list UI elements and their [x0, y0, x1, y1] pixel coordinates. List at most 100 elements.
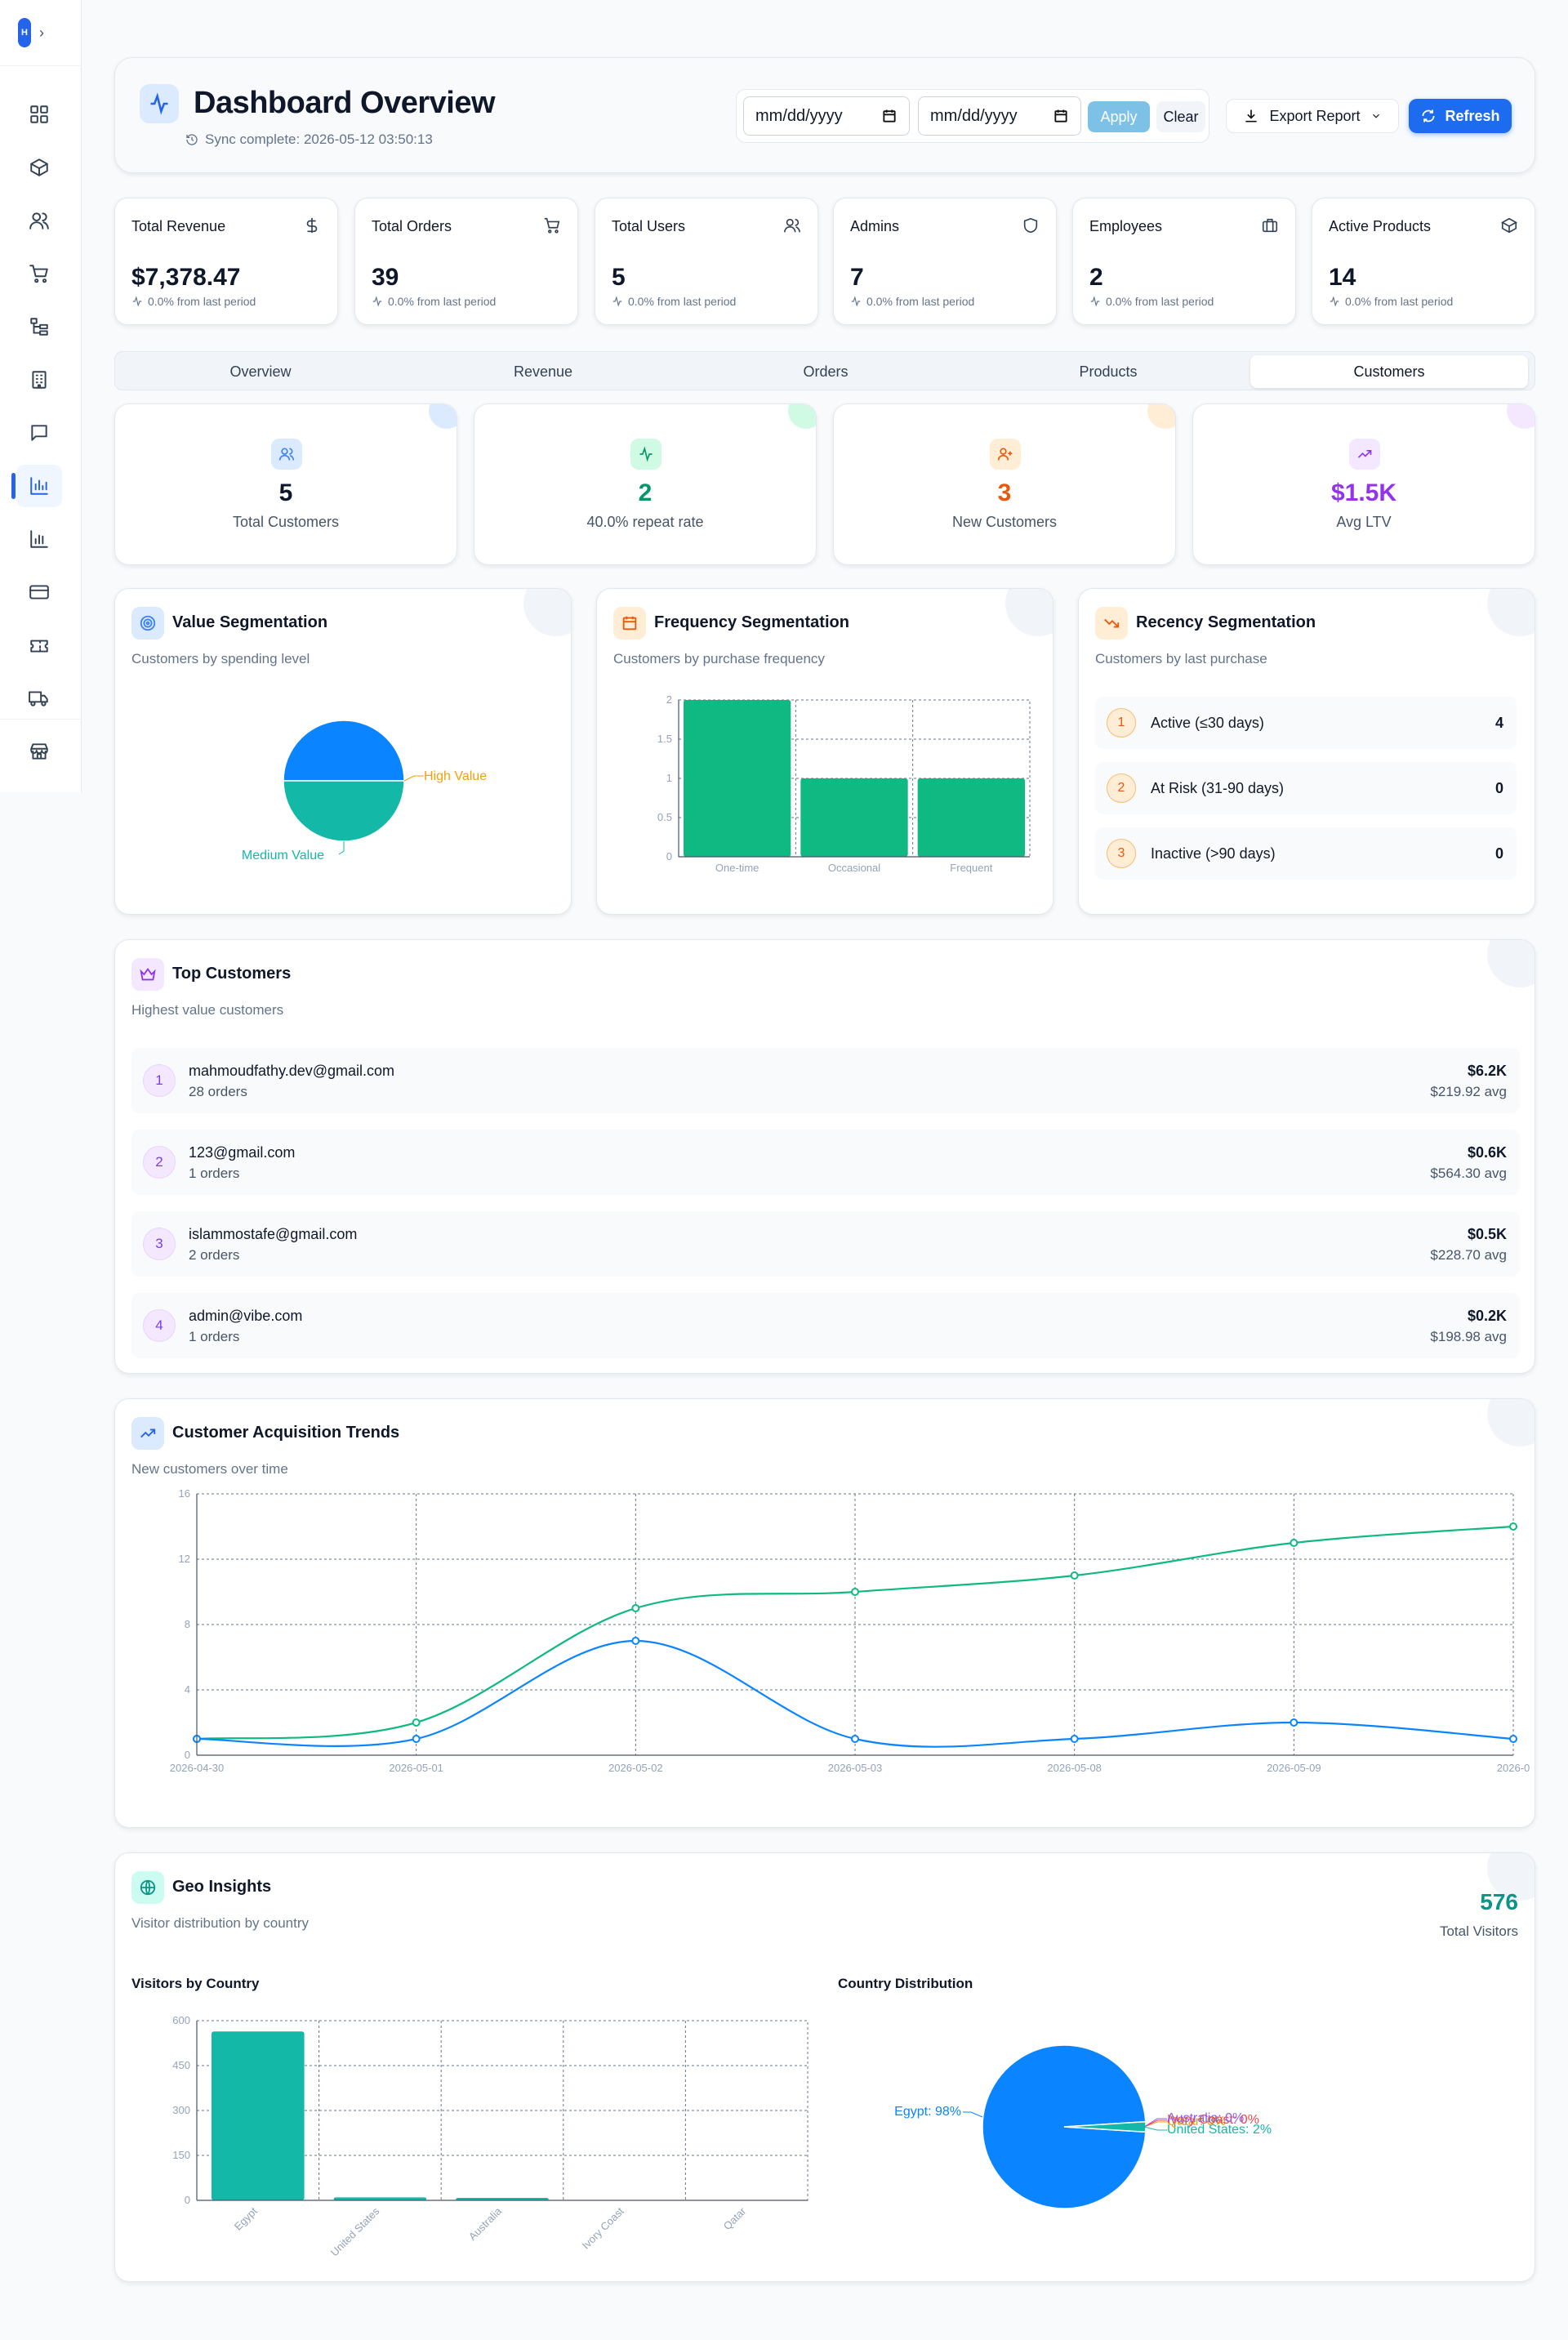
decorative-circle — [1147, 404, 1175, 429]
customer-avg: $228.70 avg — [1430, 1247, 1507, 1263]
activity-icon — [612, 296, 622, 307]
data-point — [1290, 1718, 1298, 1727]
tab-revenue[interactable]: Revenue — [513, 363, 573, 380]
rank-badge: 4 — [143, 1309, 176, 1342]
customer-row[interactable]: 2 123@gmail.com 1 orders $0.6K $564.30 a… — [131, 1130, 1520, 1195]
decorative-circle — [1487, 940, 1535, 987]
customer-row[interactable]: 1 mahmoudfathy.dev@gmail.com 28 orders $… — [131, 1048, 1520, 1113]
section-subtitle: Customers by last purchase — [1095, 651, 1267, 666]
trending-up-icon — [1349, 439, 1380, 470]
apply-button[interactable]: Apply — [1088, 101, 1150, 132]
pie-label: United States: 2% — [1167, 2123, 1272, 2137]
trending-up-icon — [131, 1417, 164, 1450]
ticket-icon[interactable] — [16, 624, 62, 666]
stat-label: Total Revenue — [131, 218, 226, 234]
decorative-circle — [1487, 589, 1535, 636]
cart-icon[interactable] — [16, 252, 62, 295]
hierarchy-icon[interactable] — [16, 305, 62, 348]
x-tick-label: 2026-0 — [1497, 1762, 1530, 1774]
calendar-icon[interactable] — [1053, 108, 1069, 124]
tab-products[interactable]: Products — [1079, 363, 1138, 380]
section-title: Geo Insights — [172, 1878, 272, 1896]
date-from-input[interactable]: mm/dd/yyyy — [743, 96, 910, 136]
y-tick-label: 0 — [185, 1749, 190, 1761]
box-icon[interactable] — [16, 146, 62, 189]
export-report-button[interactable]: Export Report — [1226, 99, 1399, 133]
date-to-input[interactable]: mm/dd/yyyy — [918, 96, 1081, 136]
section-title: Customer Acquisition Trends — [172, 1424, 400, 1442]
stat-change-text: 0.0% from last period — [628, 295, 737, 308]
stat-change: 0.0% from last period — [1089, 295, 1214, 308]
customer-acquisition-card: Customer Acquisition Trends New customer… — [114, 1398, 1535, 1828]
section-subtitle: Customers by purchase frequency — [613, 651, 825, 666]
bar — [800, 778, 908, 857]
shield-icon — [1022, 216, 1040, 234]
refresh-label: Refresh — [1445, 107, 1500, 124]
logo[interactable]: H — [18, 18, 31, 47]
divider — [0, 719, 82, 720]
data-point — [1070, 1571, 1079, 1580]
recency-row: 3 Inactive (>90 days) 0 — [1095, 827, 1517, 880]
pie-label: High Value — [424, 769, 487, 783]
store-icon[interactable] — [16, 730, 62, 773]
kpi-label: New Customers — [951, 514, 1058, 530]
refresh-button[interactable]: Refresh — [1409, 99, 1512, 133]
data-point — [412, 1735, 421, 1743]
customer-email: islammostafe@gmail.com — [189, 1226, 358, 1242]
rank-badge: 3 — [1107, 839, 1136, 868]
section-subtitle: Visitor distribution by country — [131, 1915, 310, 1931]
section-title: Frequency Segmentation — [654, 613, 849, 631]
y-tick-label: 450 — [172, 2059, 190, 2071]
customer-total: $0.6K — [1467, 1144, 1507, 1161]
calendar-icon[interactable] — [881, 108, 898, 124]
data-point — [1509, 1735, 1517, 1743]
kpi-value: $1.5K — [1330, 479, 1397, 506]
customer-email: 123@gmail.com — [189, 1144, 296, 1161]
y-tick-label: 0 — [666, 850, 672, 862]
visitors-by-country-title: Visitors by Country — [131, 1976, 260, 1991]
dashboard-icon[interactable] — [16, 93, 62, 136]
credit-card-icon[interactable] — [16, 571, 62, 613]
country-distribution-chart: Egypt: 98% United States: 2%Qatar: 0%Ivor… — [894, 2044, 1272, 2209]
pie-slice — [982, 2044, 1147, 2209]
truck-icon[interactable] — [16, 677, 62, 720]
customer-orders: 1 orders — [189, 1329, 240, 1344]
stat-change-text: 0.0% from last period — [148, 295, 256, 308]
stat-card-employees: Employees 2 0.0% from last period — [1072, 198, 1296, 325]
data-point — [1070, 1735, 1079, 1743]
chevron-down-icon — [1372, 114, 1379, 118]
stat-card-orders: Total Orders 39 0.0% from last period — [354, 198, 578, 325]
customer-orders: 28 orders — [189, 1084, 247, 1099]
clear-button[interactable]: Clear — [1156, 101, 1205, 132]
chevron-right-icon[interactable]: › — [39, 24, 44, 41]
y-tick-label: 12 — [179, 1553, 190, 1565]
tab-overview[interactable]: Overview — [229, 363, 292, 380]
customer-row[interactable]: 3 islammostafe@gmail.com 2 orders $0.5K … — [131, 1211, 1520, 1277]
users-icon — [271, 439, 302, 470]
bar-chart-icon[interactable] — [16, 518, 62, 560]
date-to-placeholder: mm/dd/yyyy — [930, 106, 1018, 125]
tab-customers[interactable]: Customers — [1250, 355, 1528, 388]
data-point — [631, 1604, 640, 1612]
x-tick-label: Egypt — [232, 2204, 260, 2232]
building-icon[interactable] — [16, 359, 62, 401]
tab-orders[interactable]: Orders — [803, 363, 849, 380]
stat-label: Active Products — [1329, 218, 1432, 234]
kpi-value: 2 — [638, 479, 653, 506]
users-icon[interactable] — [16, 199, 62, 242]
activity-icon — [1330, 296, 1339, 307]
label-line — [1143, 2119, 1167, 2128]
kpi-value: 5 — [278, 479, 293, 506]
analytics-icon[interactable] — [11, 465, 62, 507]
total-visitors-value: 576 — [1480, 1889, 1518, 1914]
customer-avg: $198.98 avg — [1430, 1329, 1507, 1344]
message-icon[interactable] — [16, 412, 62, 454]
customer-row[interactable]: 4 admin@vibe.com 1 orders $0.2K $198.98 … — [131, 1293, 1520, 1358]
pie-slice — [283, 720, 405, 782]
date-filter: mm/dd/yyyy mm/dd/yyyy Apply Clear — [736, 89, 1209, 143]
customer-orders: 2 orders — [189, 1247, 240, 1263]
cart-icon — [543, 216, 561, 234]
section-subtitle: New customers over time — [131, 1461, 288, 1477]
x-tick-label: One-time — [715, 862, 759, 874]
rank-badge: 3 — [143, 1228, 176, 1260]
